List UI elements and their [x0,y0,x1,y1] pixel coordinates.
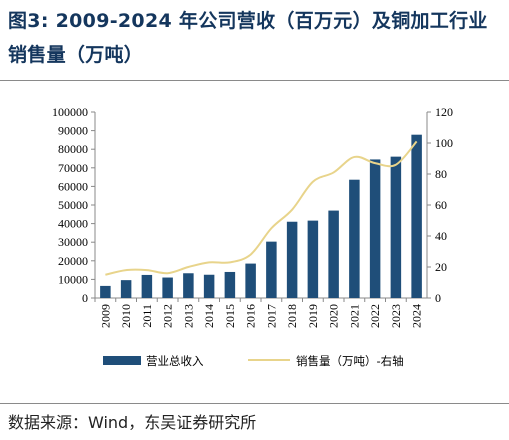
y-right-tick-label: 100 [435,136,453,150]
source-divider [0,403,509,404]
y-right-tick-label: 80 [435,167,447,181]
x-tick-label-2018: 2018 [285,304,299,328]
bar-2011 [141,274,153,298]
x-tick-label-2010: 2010 [119,304,133,328]
bar-2009 [100,285,111,298]
bar-2024 [411,134,422,298]
x-tick-label-2024: 2024 [410,304,424,328]
bar-2018 [286,221,298,298]
y-left-tick-label: 10000 [58,272,88,286]
bar-2013 [183,273,194,298]
figure-title: 图3: 2009-2024 年公司营收（百万元）及铜加工行业销售量（万吨） [8,10,488,66]
bar-2017 [266,241,277,298]
source-note: 数据来源：Wind，东吴证券研究所 [8,413,257,432]
line-series [105,140,418,276]
y-left-tick-label: 20000 [58,254,88,268]
x-tick-label-2019: 2019 [306,304,320,328]
x-tick-label-2023: 2023 [389,304,403,328]
legend: 营业总收入 销售量（万吨）-右轴 [103,354,404,368]
x-tick-label-2013: 2013 [181,304,195,328]
x-tick-label-2017: 2017 [264,304,278,328]
chart: 0 10000 20000 30000 40000 50000 60000 70000 8000… [52,105,453,368]
x-tick-label-2022: 2022 [368,304,382,328]
x-tick-label-2015: 2015 [223,304,237,328]
y-right-tick-label: 0 [435,291,441,305]
y-left-tick-label: 30000 [58,235,88,249]
x-tick-label-2021: 2021 [347,304,361,328]
bar-2012 [162,277,173,298]
y-left-tick-label: 60000 [58,179,88,193]
x-tick-label-2020: 2020 [327,304,341,328]
x-tick-label-2012: 2012 [161,304,175,328]
line-sales-volume [105,140,418,276]
x-tick-label-2016: 2016 [244,304,258,328]
y-left-tick-label: 40000 [58,217,88,231]
legend-label-volume: 销售量（万吨）-右轴 [296,354,404,368]
bar-2023 [390,156,402,298]
x-tick-label-2009: 2009 [98,304,112,328]
ticks: 0 10000 20000 30000 40000 50000 60000 70000 8000… [52,105,453,328]
y-left-tick-label: 80000 [58,142,88,156]
y-left-tick-label: 100000 [52,105,88,119]
y-right-tick-label: 20 [435,260,447,274]
title-divider [0,80,509,81]
y-left-tick-label: 50000 [58,198,88,212]
bars [100,134,422,298]
bar-2020 [328,210,339,298]
legend-swatch-revenue [103,356,141,365]
bar-2016 [245,263,256,298]
bar-2022 [369,159,381,298]
y-right-tick-label: 40 [435,229,447,243]
bar-2021 [349,179,360,298]
x-tick-label-2011: 2011 [140,304,154,328]
bar-2014 [203,274,215,298]
bar-2010 [120,280,132,298]
y-left-tick-label: 0 [82,291,88,305]
y-left-tick-label: 70000 [58,161,88,175]
y-right-tick-label: 120 [435,105,453,119]
y-left-tick-label: 90000 [58,124,88,138]
y-right-tick-label: 60 [435,198,447,212]
legend-label-revenue: 营业总收入 [146,354,204,368]
bar-2015 [224,271,236,298]
x-tick-label-2014: 2014 [202,304,216,328]
bar-2019 [307,220,319,298]
